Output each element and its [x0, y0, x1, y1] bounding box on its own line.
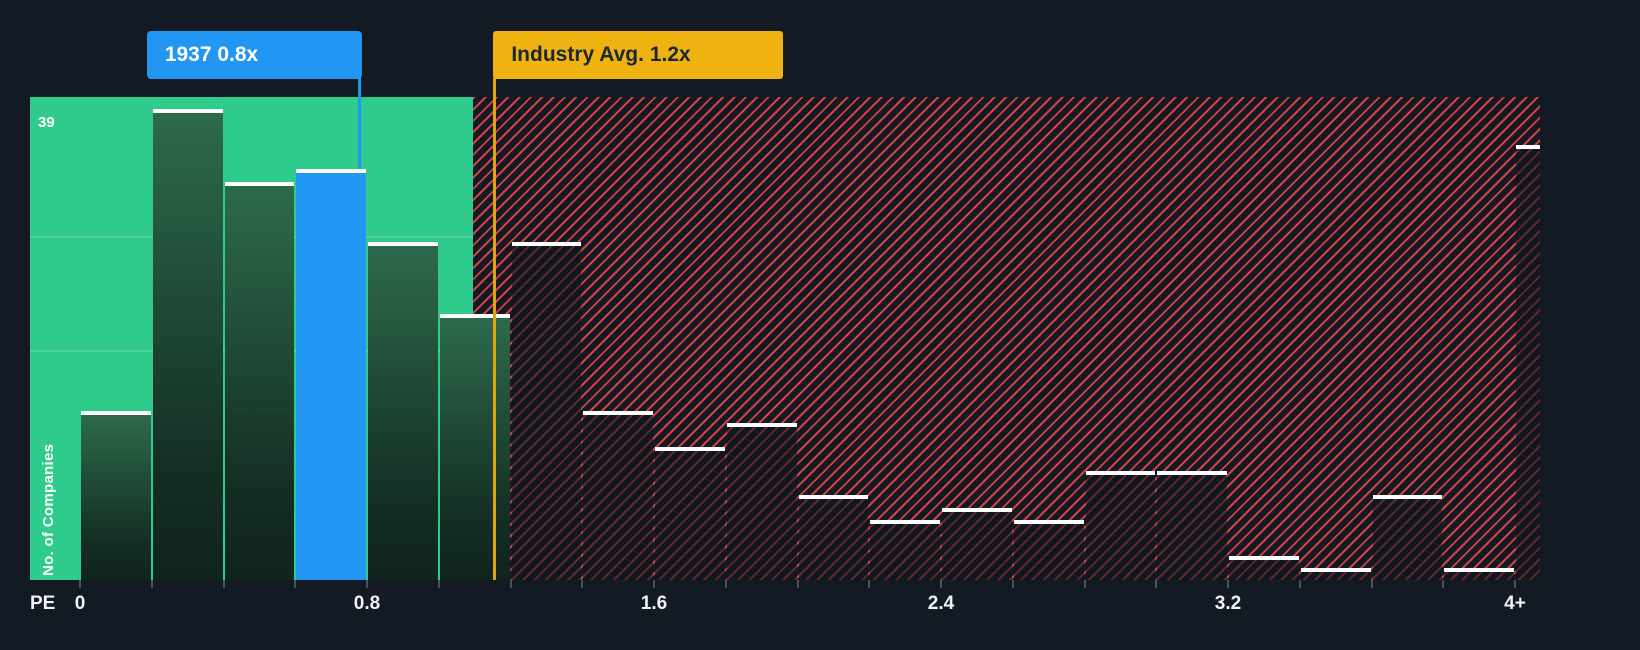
axis-tick — [79, 580, 81, 588]
axis-tick — [1155, 580, 1158, 588]
x-axis-labels: 0 0.8 1.6 2.4 3.2 4+ — [0, 593, 1640, 623]
industry-average-line — [492, 78, 496, 580]
axis-tick — [1514, 580, 1516, 588]
histogram-bar[interactable] — [1085, 471, 1156, 580]
plot-area — [30, 97, 1540, 580]
histogram-bar[interactable] — [1516, 145, 1540, 580]
industry-average-label-text: Industry Avg. 1.2x — [511, 43, 691, 66]
histogram-bar[interactable] — [1229, 555, 1299, 580]
histogram-bar[interactable] — [870, 519, 940, 580]
axis-tick — [1442, 580, 1445, 588]
axis-tick — [366, 580, 368, 588]
histogram-bar[interactable] — [942, 507, 1012, 580]
histogram-bar[interactable] — [655, 447, 725, 580]
axis-tick — [796, 580, 799, 588]
axis-tick — [1370, 580, 1373, 588]
histogram-bar[interactable] — [583, 410, 653, 580]
axis-tick — [150, 580, 153, 588]
axis-tick — [1227, 580, 1229, 588]
company-pe-tooltip: 1937 0.8x — [146, 31, 362, 79]
histogram-bar[interactable] — [1300, 567, 1371, 580]
x-axis-title: PE — [30, 593, 56, 614]
x-tick-label: 2.4 — [927, 593, 955, 614]
histogram-bar[interactable] — [798, 495, 869, 580]
axis-tick — [222, 580, 225, 588]
histogram-bar[interactable] — [1372, 495, 1443, 580]
axis-tick — [1011, 580, 1014, 588]
x-tick-label: 1.6 — [640, 593, 668, 614]
histogram-bar[interactable] — [81, 410, 151, 580]
histogram-bar[interactable] — [1013, 519, 1084, 580]
axis-tick — [868, 580, 871, 588]
axis-tick — [1083, 580, 1086, 588]
histogram-bar[interactable] — [368, 241, 438, 580]
axis-tick — [509, 580, 512, 588]
histogram-bar[interactable] — [1157, 471, 1227, 580]
axis-tick — [1298, 580, 1301, 588]
axis-tick — [294, 580, 297, 588]
x-tick-label: 0.8 — [353, 593, 381, 614]
y-axis-title: No. of Companies — [40, 443, 57, 576]
histogram-bar[interactable] — [511, 241, 582, 580]
x-tick-label: 3.2 — [1214, 593, 1242, 614]
x-tick-label: 4+ — [1504, 593, 1526, 614]
histogram-bar[interactable] — [1444, 567, 1514, 580]
axis-tick — [437, 580, 440, 588]
company-marker-line — [358, 78, 362, 170]
histogram-bar[interactable] — [726, 423, 797, 580]
histogram-bar[interactable] — [439, 314, 510, 580]
histogram-bar[interactable] — [224, 181, 295, 580]
histogram-bar[interactable] — [296, 169, 366, 580]
axis-tick — [724, 580, 727, 588]
industry-average-label: Industry Avg. 1.2x — [493, 31, 784, 79]
axis-tick — [653, 580, 655, 588]
y-axis-max-label: 39 — [38, 114, 55, 131]
axis-tick — [940, 580, 942, 588]
company-pe-tooltip-label: 1937 0.8x — [164, 43, 259, 66]
x-tick-label: 0 — [74, 593, 86, 614]
histogram-bar[interactable] — [152, 109, 223, 580]
axis-tick — [581, 580, 584, 588]
